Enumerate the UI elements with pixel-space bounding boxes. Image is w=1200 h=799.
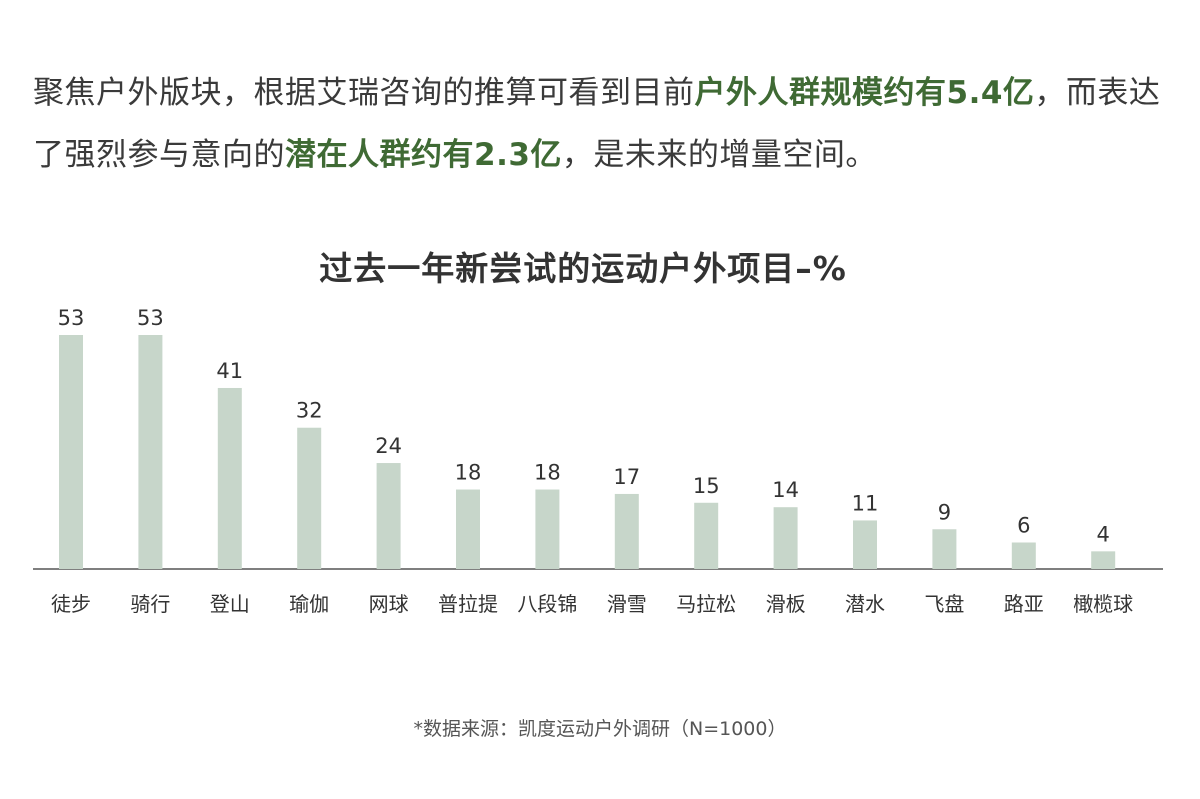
bar bbox=[138, 335, 163, 569]
category-label: 瑜伽 bbox=[289, 592, 329, 616]
intro-text: ，是未来的增量空间。 bbox=[561, 137, 877, 173]
category-label: 橄榄球 bbox=[1073, 592, 1133, 616]
bar bbox=[1011, 542, 1036, 569]
data-label: 18 bbox=[455, 461, 482, 485]
data-label: 53 bbox=[58, 306, 85, 330]
bar bbox=[694, 502, 719, 569]
bar bbox=[535, 489, 560, 569]
bar bbox=[376, 463, 401, 569]
intro-text: 了强烈参与意向的 bbox=[33, 137, 285, 173]
bar bbox=[932, 529, 957, 569]
category-label: 潜水 bbox=[845, 592, 885, 616]
data-label: 4 bbox=[1097, 522, 1110, 546]
intro-paragraph: 聚焦户外版块，根据艾瑞咨询的推算可看到目前户外人群规模约有5.4亿，而表达 了强… bbox=[33, 62, 1173, 186]
bar bbox=[614, 493, 639, 569]
category-label: 八段锦 bbox=[517, 592, 577, 616]
chart-title: 过去一年新尝试的运动户外项目–% bbox=[319, 249, 847, 288]
data-label: 14 bbox=[772, 478, 799, 502]
category-label: 普拉提 bbox=[438, 592, 498, 616]
category-label: 路亚 bbox=[1004, 592, 1044, 616]
category-label: 滑板 bbox=[766, 592, 806, 616]
intro-highlight-outdoor-population: 户外人群规模约有5.4亿 bbox=[694, 75, 1035, 111]
bar-chart: 53 徒步 53 骑行 41 登山 32 瑜伽 24 网球 18 普拉提 18 八段锦 17 滑雪 15 马拉松 1… bbox=[33, 306, 1163, 616]
bar bbox=[1091, 551, 1116, 569]
data-label: 53 bbox=[137, 306, 164, 330]
bar bbox=[456, 489, 480, 569]
data-label: 32 bbox=[296, 399, 323, 423]
data-label: 15 bbox=[693, 474, 720, 498]
bar bbox=[217, 387, 242, 569]
data-label: 17 bbox=[613, 465, 640, 489]
data-label: 11 bbox=[852, 491, 879, 515]
bar bbox=[59, 335, 83, 569]
data-label: 9 bbox=[938, 500, 951, 524]
bar bbox=[297, 427, 322, 569]
category-label: 网球 bbox=[369, 592, 409, 616]
intro-text: ，而表达 bbox=[1034, 75, 1161, 111]
category-label: 马拉松 bbox=[676, 592, 736, 616]
data-source-note: *数据来源：凯度运动户外调研（N=1000） bbox=[413, 718, 787, 740]
data-label: 18 bbox=[534, 461, 561, 485]
bar bbox=[773, 507, 798, 569]
category-label: 骑行 bbox=[130, 592, 170, 616]
intro-text: 聚焦户外版块，根据艾瑞咨询的推算可看到目前 bbox=[33, 75, 695, 111]
data-label: 41 bbox=[216, 359, 243, 383]
bar bbox=[853, 520, 877, 569]
category-label: 飞盘 bbox=[924, 592, 964, 616]
data-label: 24 bbox=[375, 434, 402, 458]
category-label: 登山 bbox=[210, 592, 250, 616]
category-label: 徒步 bbox=[51, 592, 91, 616]
data-label: 6 bbox=[1017, 514, 1030, 538]
intro-highlight-potential-population: 潜在人群约有2.3亿 bbox=[285, 137, 562, 173]
category-label: 滑雪 bbox=[607, 592, 647, 616]
